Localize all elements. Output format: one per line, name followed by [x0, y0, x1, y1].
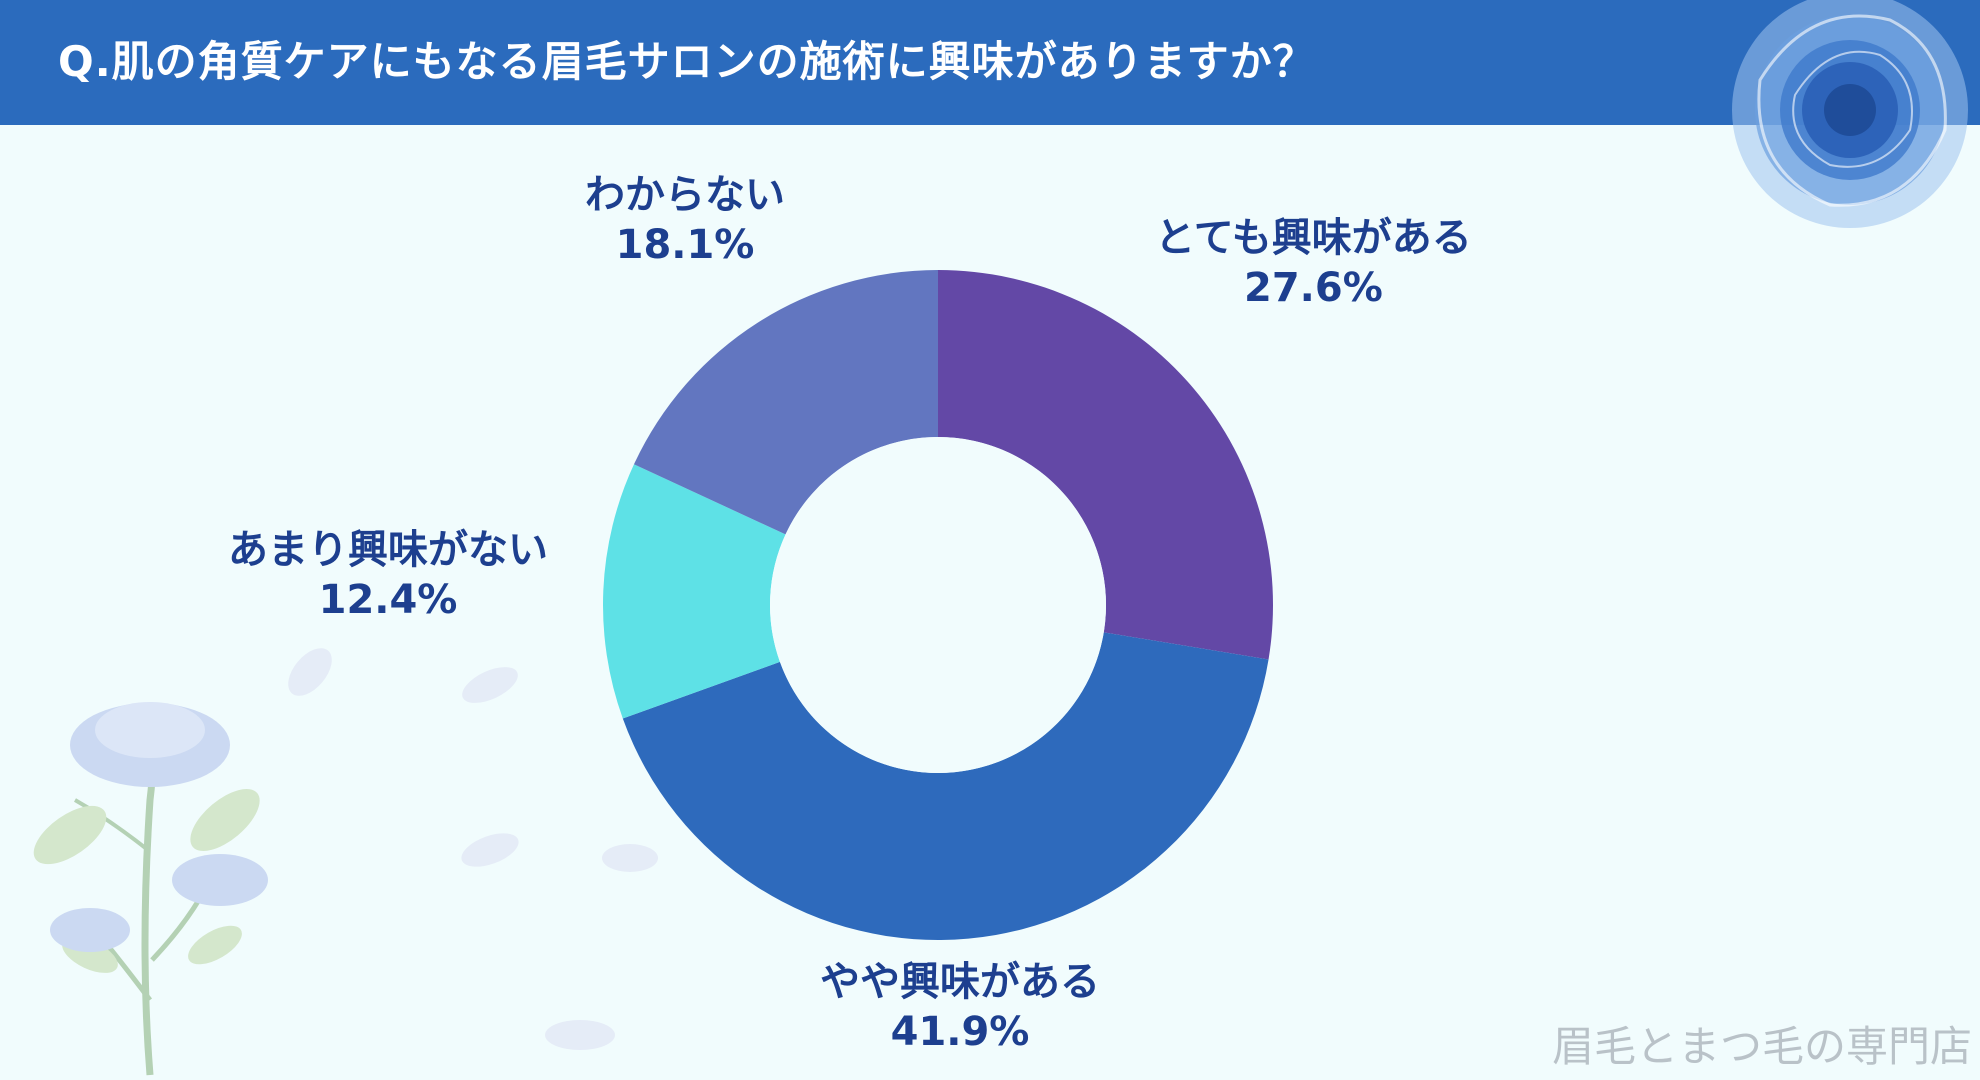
- slice-label-very-interested: とても興味がある 27.6%: [1155, 213, 1472, 313]
- donut-slice-2: [603, 464, 786, 719]
- slice-name: とても興味がある: [1155, 215, 1472, 261]
- slice-name: やや興味がある: [820, 959, 1100, 1005]
- slice-label-somewhat-interested: やや興味がある 41.9%: [820, 957, 1100, 1057]
- title-bar: Q.肌の角質ケアにもなる眉毛サロンの施術に興味がありますか？: [0, 0, 1980, 125]
- donut-hole: [770, 437, 1106, 773]
- slice-percent: 41.9%: [890, 1009, 1030, 1055]
- donut-slice-1: [622, 632, 1269, 940]
- slice-label-dont-know: わからない 18.1%: [585, 170, 785, 270]
- slice-label-not-very-interested: あまり興味がない 12.4%: [228, 525, 548, 625]
- slice-percent: 18.1%: [615, 222, 755, 268]
- donut-slice-0: [938, 270, 1273, 660]
- slice-name: あまり興味がない: [228, 527, 548, 573]
- chart-title: Q.肌の角質ケアにもなる眉毛サロンの施術に興味がありますか？: [58, 37, 1316, 86]
- slice-percent: 27.6%: [1244, 265, 1383, 311]
- donut-slice-3: [633, 270, 938, 535]
- slice-percent: 12.4%: [318, 577, 458, 623]
- slice-name: わからない: [585, 172, 785, 218]
- brand-watermark: 眉毛とまつ毛の専門店: [1551, 1022, 1972, 1071]
